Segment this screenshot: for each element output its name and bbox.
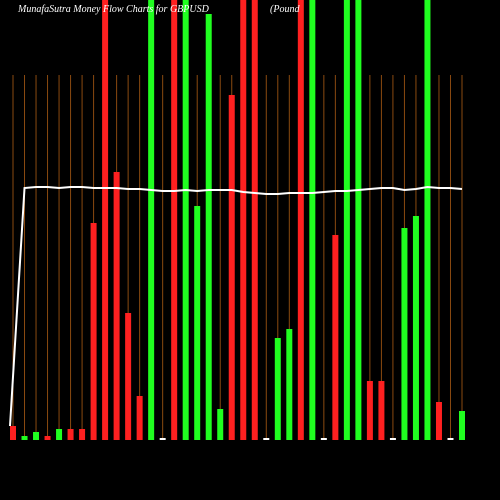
bar xyxy=(56,429,63,440)
bar xyxy=(113,172,120,440)
bar xyxy=(79,429,86,440)
bar xyxy=(44,436,51,440)
chart-subtitle: (Pound xyxy=(270,4,300,15)
bar xyxy=(447,438,454,440)
bar xyxy=(378,381,385,440)
bar xyxy=(389,438,396,440)
bar xyxy=(182,0,189,440)
bar xyxy=(274,338,281,440)
bar xyxy=(21,436,28,440)
bar xyxy=(332,235,339,440)
bar xyxy=(171,0,178,440)
bar xyxy=(136,396,143,440)
bar xyxy=(424,0,431,440)
bar xyxy=(228,95,235,440)
chart-title: MunafaSutra Money Flow Charts for GBPUSD xyxy=(17,4,210,15)
bar xyxy=(435,402,442,440)
bar xyxy=(401,228,408,440)
bar xyxy=(194,206,201,440)
bar xyxy=(459,411,465,440)
bar xyxy=(286,329,293,440)
bar xyxy=(102,0,109,440)
bar xyxy=(33,432,40,440)
bar xyxy=(125,313,132,440)
plot-area xyxy=(9,0,465,440)
bar xyxy=(159,438,166,440)
bar xyxy=(320,438,327,440)
bar xyxy=(217,409,224,440)
bar xyxy=(263,438,270,440)
bar xyxy=(251,0,258,440)
money-flow-line xyxy=(9,185,463,427)
bar xyxy=(148,0,155,440)
bar xyxy=(67,429,74,440)
bar xyxy=(240,0,247,440)
bar xyxy=(205,14,212,440)
bar xyxy=(309,0,316,440)
bar xyxy=(297,0,304,440)
bar xyxy=(10,426,16,440)
bar xyxy=(355,0,362,440)
bar xyxy=(343,0,350,440)
bar xyxy=(412,216,419,440)
bar xyxy=(90,223,97,440)
bar xyxy=(366,381,373,440)
